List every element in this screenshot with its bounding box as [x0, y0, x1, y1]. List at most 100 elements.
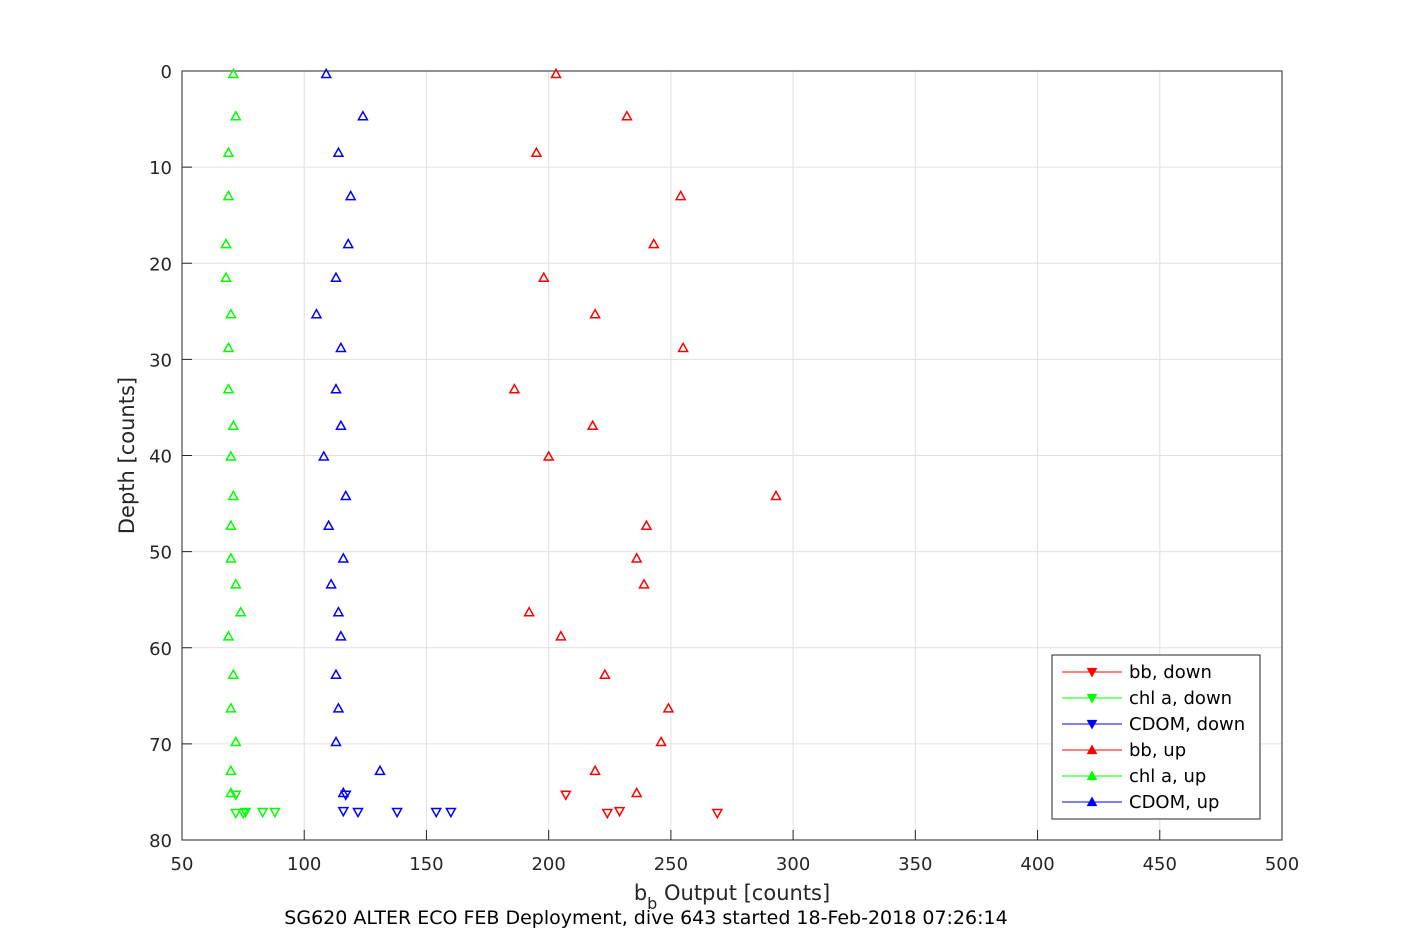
data-point: [340, 790, 352, 801]
data-point: [357, 110, 369, 121]
data-point: [230, 578, 242, 589]
data-point: [234, 606, 247, 617]
data-point: [550, 67, 562, 79]
data-point: [227, 419, 240, 431]
legend-label: chl a, up: [1129, 766, 1206, 787]
data-point: [711, 808, 724, 820]
data-point: [630, 552, 643, 563]
data-point: [225, 450, 237, 461]
data-point: [332, 702, 345, 713]
data-marks: [220, 67, 782, 820]
legend-entry: CDOM, up: [1062, 792, 1219, 813]
data-point: [322, 519, 335, 531]
legend-label: CDOM, up: [1129, 792, 1219, 813]
data-point: [770, 489, 782, 501]
data-point: [225, 764, 237, 776]
x-axis-label-rest: Output [counts]: [657, 881, 830, 905]
legend-marker: [1086, 719, 1098, 730]
legend: bb, down chl a, down CDOM, down bb, up chl a…: [1051, 654, 1261, 820]
data-point: [256, 807, 269, 819]
series-1: [230, 790, 281, 820]
data-point: [374, 764, 386, 776]
data-point: [220, 271, 232, 283]
data-point: [344, 189, 357, 201]
data-point: [220, 237, 232, 249]
data-point: [599, 668, 611, 680]
data-point: [523, 606, 535, 617]
x-tick-label: 100: [287, 854, 321, 875]
x-axis-label-base: b: [634, 881, 647, 905]
data-point: [310, 308, 323, 319]
data-point: [430, 807, 442, 819]
data-point: [330, 383, 342, 394]
data-point: [230, 808, 242, 820]
series-5: [310, 67, 386, 798]
data-point: [227, 489, 240, 501]
data-point: [340, 489, 352, 501]
data-point: [325, 578, 337, 589]
x-axis-label: bb Output [counts]: [634, 881, 830, 913]
data-point: [589, 764, 601, 776]
legend-entry: chl a, down: [1062, 688, 1232, 709]
data-point: [445, 807, 457, 819]
data-point: [222, 383, 235, 394]
data-point: [586, 419, 599, 431]
data-point: [225, 786, 237, 798]
data-point: [555, 630, 567, 641]
y-tick-label: 80: [149, 831, 172, 852]
x-tick-label: 150: [409, 854, 443, 875]
legend-marker: [1086, 693, 1098, 704]
data-point: [391, 807, 403, 819]
x-tick-label: 50: [171, 854, 194, 875]
legend-entry: CDOM, down: [1062, 714, 1245, 735]
data-point: [342, 237, 354, 249]
series-3: [508, 67, 782, 798]
y-tick-label: 40: [149, 447, 172, 468]
data-point: [330, 271, 342, 283]
data-point: [630, 786, 643, 798]
x-tick-label: 300: [776, 854, 810, 875]
y-tick-label: 10: [149, 158, 172, 179]
data-point: [225, 308, 237, 319]
data-point: [677, 341, 689, 353]
legend-marker: [1086, 796, 1098, 807]
series-4: [220, 67, 247, 798]
legend-label: CDOM, down: [1129, 714, 1245, 735]
data-point: [621, 110, 633, 121]
y-tick-label: 20: [149, 254, 172, 275]
data-point: [225, 702, 237, 713]
data-point: [332, 606, 345, 617]
legend-marker: [1086, 744, 1098, 755]
y-tick-label: 50: [149, 543, 172, 564]
series-0: [560, 790, 724, 820]
data-point: [337, 786, 350, 798]
data-point: [335, 341, 347, 353]
x-tick-label: 250: [654, 854, 688, 875]
data-point: [335, 419, 347, 431]
legend-entry: chl a, up: [1062, 766, 1206, 787]
legend-box: [1051, 654, 1261, 820]
data-point: [662, 702, 675, 713]
y-tick-label: 60: [149, 639, 172, 660]
legend-label: bb, down: [1129, 662, 1212, 683]
data-point: [337, 552, 350, 563]
x-tick-label: 350: [898, 854, 932, 875]
figure-caption: SG620 ALTER ECO FEB Deployment, dive 643…: [284, 907, 1007, 929]
x-tick-label: 500: [1265, 854, 1299, 875]
data-point: [508, 383, 521, 394]
data-point: [239, 807, 252, 819]
y-tick-label: 30: [149, 350, 172, 371]
data-point: [237, 808, 249, 820]
data-point: [640, 519, 653, 531]
x-tick-label: 400: [1020, 854, 1054, 875]
data-point: [227, 67, 240, 79]
y-axis-label: Depth [counts]: [115, 377, 139, 534]
data-point: [613, 806, 626, 818]
data-point: [269, 807, 281, 819]
data-point: [352, 807, 364, 819]
data-point: [225, 552, 237, 563]
data-point: [560, 790, 572, 801]
data-point: [230, 110, 242, 121]
data-point: [230, 735, 242, 747]
